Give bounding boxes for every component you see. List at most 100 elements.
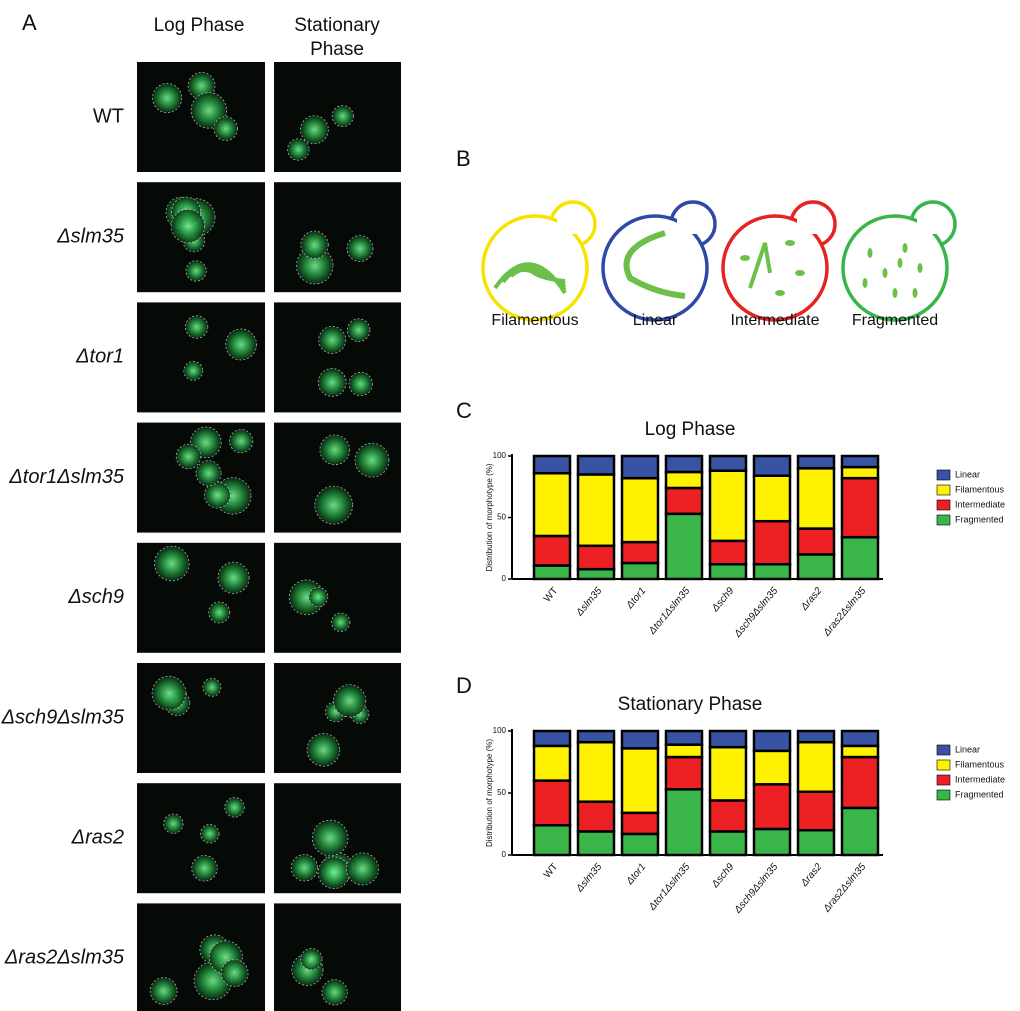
mito [525,263,566,283]
chart-title: Stationary Phase [618,694,763,715]
cell-outline [721,214,829,322]
cell [229,429,254,454]
legend-swatch [936,469,951,481]
legend-swatch [936,484,951,496]
cell [346,318,371,342]
x-tick-label: WT [542,586,560,605]
bar-segment [620,729,660,750]
bar-segment [840,744,880,759]
bar-segment [708,539,748,566]
bar-segment [620,454,660,480]
bar-segment [796,729,836,744]
bar-segment [664,486,704,516]
bar-segment [752,729,792,753]
cell-outline [841,214,949,322]
x-tick-label: Δras2Δslm35 [821,861,869,915]
column-header: Stationary Phase [294,15,380,60]
micrograph [274,302,401,413]
cell [300,948,323,971]
cell [306,733,341,767]
bar-segment [664,743,704,759]
cell [191,855,218,882]
y-tick-label: 0 [502,850,507,859]
row-label: Δras2 [71,826,124,848]
x-tick-label: Δsch9Δslm35 [732,585,781,640]
row-label: Δtor1 [75,346,124,368]
row-label: WT [93,105,124,127]
mito [623,230,686,299]
morphotype-label: Intermediate [731,312,820,329]
cell [208,601,231,624]
bar-segment [664,755,704,791]
cell [152,83,183,114]
cell [149,977,178,1005]
bar-segment [840,535,880,581]
cell [346,852,379,886]
cell [333,684,367,718]
bar-segment [796,553,836,581]
cell [185,260,207,282]
column-header: Log Phase [153,15,245,36]
bar-segment [708,830,748,857]
row-label: Δslm35 [56,225,125,247]
legend-swatch [936,744,951,756]
cell [202,677,222,697]
mito [902,243,908,253]
bar-segment [576,800,616,833]
bar-segment [620,476,660,544]
cell [195,460,222,487]
cell [346,235,374,262]
cell [154,545,190,582]
cover [797,218,827,234]
cell [217,561,250,594]
bar-segment [752,827,792,857]
bar-segment [620,811,660,836]
legend-label: Fragmented [955,789,1004,799]
cell [321,979,348,1006]
legend-label: Filamentous [955,759,1005,769]
bar-segment [576,567,616,581]
micrograph [274,182,401,293]
cell [318,326,347,354]
x-tick-label: Δras2 [798,585,824,613]
bar-segment [796,828,836,857]
x-tick-label: Δras2Δslm35 [821,585,869,639]
bar-segment [620,561,660,581]
cell [300,115,329,145]
mito [740,255,750,261]
legend-swatch [936,514,951,526]
row-label: Δtor1Δslm35 [8,466,125,488]
cell [220,959,249,987]
legend-label: Intermediate [955,499,1005,509]
bar-segment [532,534,572,567]
x-tick-label: Δsch9Δslm35 [732,861,781,916]
bar-segment [752,474,792,523]
cell [290,854,319,882]
bar-segment [708,799,748,833]
y-tick-label: 50 [497,513,506,522]
bar-segment [664,729,704,746]
bar-segment [664,470,704,490]
cell [348,371,373,397]
legend-label: Filamentous [955,484,1005,494]
y-tick-label: 100 [493,726,507,735]
mito [748,242,772,289]
bar-segment [576,740,616,803]
x-tick-label: Δslm35 [574,585,605,619]
cell [308,587,329,607]
morphotype-label: Filamentous [491,312,578,329]
mito [892,288,898,298]
cell [225,328,257,361]
mito [917,263,923,273]
legend-swatch [936,774,951,786]
panel-letter: B [456,146,471,171]
legend-swatch [936,789,951,801]
bar-segment [664,788,704,857]
bar-segment [840,806,880,857]
bar-segment [796,790,836,832]
cell [331,105,354,128]
cell [170,208,206,244]
x-tick-label: WT [542,862,560,881]
